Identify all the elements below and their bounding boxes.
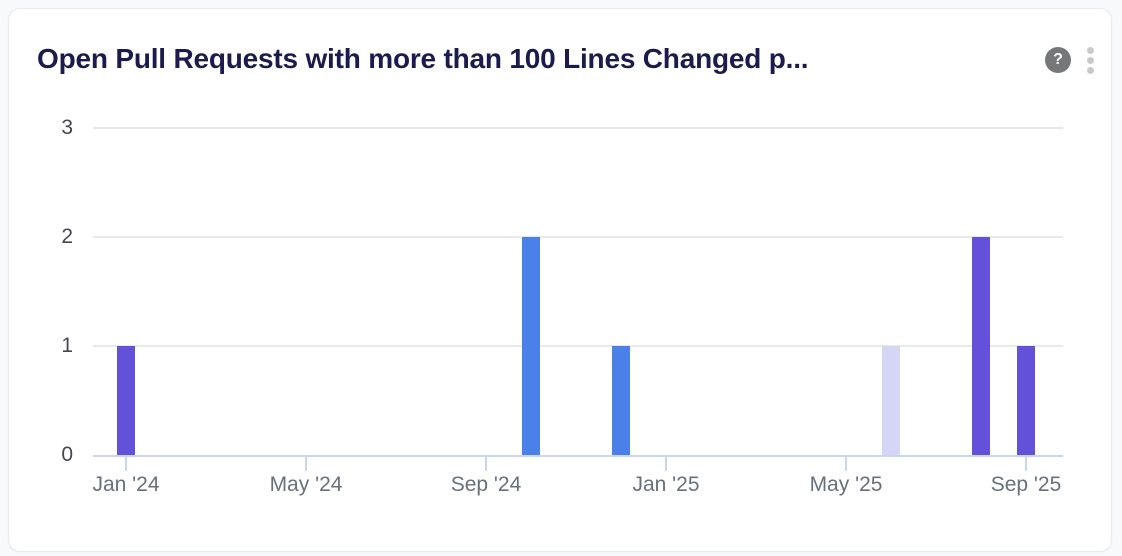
x-axis-label-sep-24: Sep '24 bbox=[450, 473, 522, 496]
x-axis-tick-jan-25 bbox=[665, 457, 667, 471]
bar-chart: 0 1 2 3 Jan '24 May '24 Sep '24 Jan '25 May '25 S… bbox=[9, 9, 1113, 553]
x-axis-tick-sep-24 bbox=[485, 457, 487, 471]
gridline-y-1 bbox=[93, 345, 1063, 347]
chart-widget-card: Open Pull Requests with more than 100 Li… bbox=[8, 8, 1112, 552]
x-axis-label-jan-24: Jan '24 bbox=[92, 473, 160, 496]
chart-title: Open Pull Requests with more than 100 Li… bbox=[37, 43, 809, 74]
bar-oct-24[interactable] bbox=[522, 237, 540, 455]
bar-jun-25[interactable] bbox=[882, 346, 900, 455]
x-axis-label-may-24: May '24 bbox=[269, 473, 343, 496]
help-icon[interactable]: ? bbox=[1045, 47, 1071, 73]
y-axis-label-2: 2 bbox=[61, 225, 73, 248]
bar-jan-24[interactable] bbox=[117, 346, 135, 455]
x-axis-tick-may-25 bbox=[845, 457, 847, 471]
x-axis-tick-jan-24 bbox=[125, 457, 127, 471]
x-axis-label-jan-25: Jan '25 bbox=[632, 473, 700, 496]
x-axis-label-may-25: May '25 bbox=[809, 473, 883, 496]
gridline-y-3 bbox=[93, 127, 1063, 129]
bar-aug-25[interactable] bbox=[972, 237, 990, 455]
kebab-dot bbox=[1086, 66, 1094, 74]
gridline-y-2 bbox=[93, 236, 1063, 238]
x-axis-tick-may-24 bbox=[305, 457, 307, 471]
kebab-menu-icon[interactable] bbox=[1081, 45, 1099, 75]
x-axis-label-sep-25: Sep '25 bbox=[990, 473, 1062, 496]
y-axis-label-3: 3 bbox=[61, 116, 73, 139]
x-axis-line bbox=[93, 455, 1063, 457]
x-axis-tick-sep-25 bbox=[1025, 457, 1027, 471]
bar-dec-24[interactable] bbox=[612, 346, 630, 455]
y-axis-label-1: 1 bbox=[61, 334, 73, 357]
y-axis-label-0: 0 bbox=[61, 443, 73, 466]
kebab-dot bbox=[1086, 56, 1094, 64]
kebab-dot bbox=[1086, 46, 1094, 54]
bar-sep-25[interactable] bbox=[1017, 346, 1035, 455]
